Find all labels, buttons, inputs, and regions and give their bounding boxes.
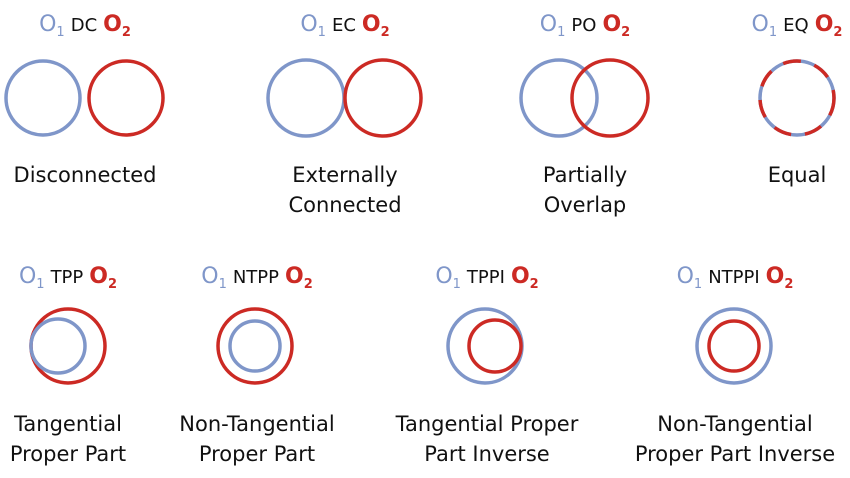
- object-2-circle: [467, 318, 523, 374]
- object-1-symbol: O1: [39, 12, 65, 40]
- object-2-circle: [758, 59, 836, 137]
- object-1-symbol: O1: [676, 264, 703, 292]
- relation-label: Tangential Proper Part: [9, 412, 127, 466]
- object-2-circle: [343, 58, 423, 138]
- relation-header: O1 TPPI O2: [382, 264, 592, 292]
- ntppi-diagram: [695, 307, 773, 385]
- object-1-symbol: O1: [300, 12, 326, 40]
- relation-label: Equal: [767, 163, 827, 187]
- object-2-symbol: O2: [510, 264, 539, 292]
- object-1-circle: [228, 319, 282, 373]
- relation-label: Partially Overlap: [542, 163, 628, 217]
- object-2-symbol: O2: [814, 12, 843, 40]
- object-1-symbol: O1: [539, 12, 566, 40]
- eq-diagram: [758, 59, 836, 137]
- relation-code: TPPI: [466, 267, 505, 288]
- relation-code: NTPP: [232, 267, 280, 288]
- relation-label: Non-Tangential Proper Part: [179, 412, 335, 466]
- object-2-symbol: O2: [285, 264, 313, 292]
- object-2-symbol: O2: [602, 12, 631, 40]
- relation-label: Externally Connected: [288, 163, 402, 217]
- object-1-circle: [695, 307, 773, 385]
- object-1-symbol: O1: [18, 264, 45, 292]
- relation-code: DC: [70, 15, 98, 36]
- relation-code: NTPPI: [708, 267, 760, 288]
- object-2-symbol: O2: [89, 264, 118, 292]
- tpp-diagram: [29, 307, 107, 385]
- object-1-symbol: O1: [751, 12, 778, 40]
- object-1-circle: [4, 59, 82, 137]
- relation-header: O1 DC O2: [0, 12, 190, 40]
- relation-code: EC: [331, 15, 356, 36]
- object-2-symbol: O2: [103, 12, 131, 40]
- object-2-circle: [216, 307, 294, 385]
- relation-code: TPP: [50, 267, 84, 288]
- object-1-circle: [266, 58, 346, 138]
- relation-header: O1 EC O2: [240, 12, 450, 40]
- relation-header: O1 NTPP O2: [152, 264, 362, 292]
- object-2-circle: [570, 58, 650, 138]
- object-1-symbol: O1: [201, 264, 227, 292]
- object-2-circle: [707, 319, 761, 373]
- dc-diagram: [4, 59, 165, 137]
- relation-code: PO: [571, 15, 597, 36]
- object-2-circle: [87, 59, 165, 137]
- tppi-diagram: [446, 307, 524, 385]
- object-1-circle: [519, 58, 599, 138]
- object-1-symbol: O1: [435, 264, 461, 292]
- relation-header: O1 PO O2: [480, 12, 690, 40]
- ec-diagram: [266, 58, 423, 138]
- relation-header: O1 EQ O2: [692, 12, 850, 40]
- relation-label: Non-Tangential Proper Part Inverse: [634, 412, 836, 466]
- object-2-symbol: O2: [361, 12, 390, 40]
- object-1-circle: [29, 317, 87, 375]
- relation-header: O1 NTPPI O2: [630, 264, 840, 292]
- object-2-symbol: O2: [765, 264, 794, 292]
- relation-header: O1 TPP O2: [0, 264, 173, 292]
- po-diagram: [519, 58, 650, 138]
- relation-label: Disconnected: [13, 163, 157, 187]
- ntpp-diagram: [216, 307, 294, 385]
- relation-code: EQ: [783, 15, 809, 36]
- object-1-circle: [446, 307, 524, 385]
- relation-label: Tangential Proper Part Inverse: [395, 412, 579, 466]
